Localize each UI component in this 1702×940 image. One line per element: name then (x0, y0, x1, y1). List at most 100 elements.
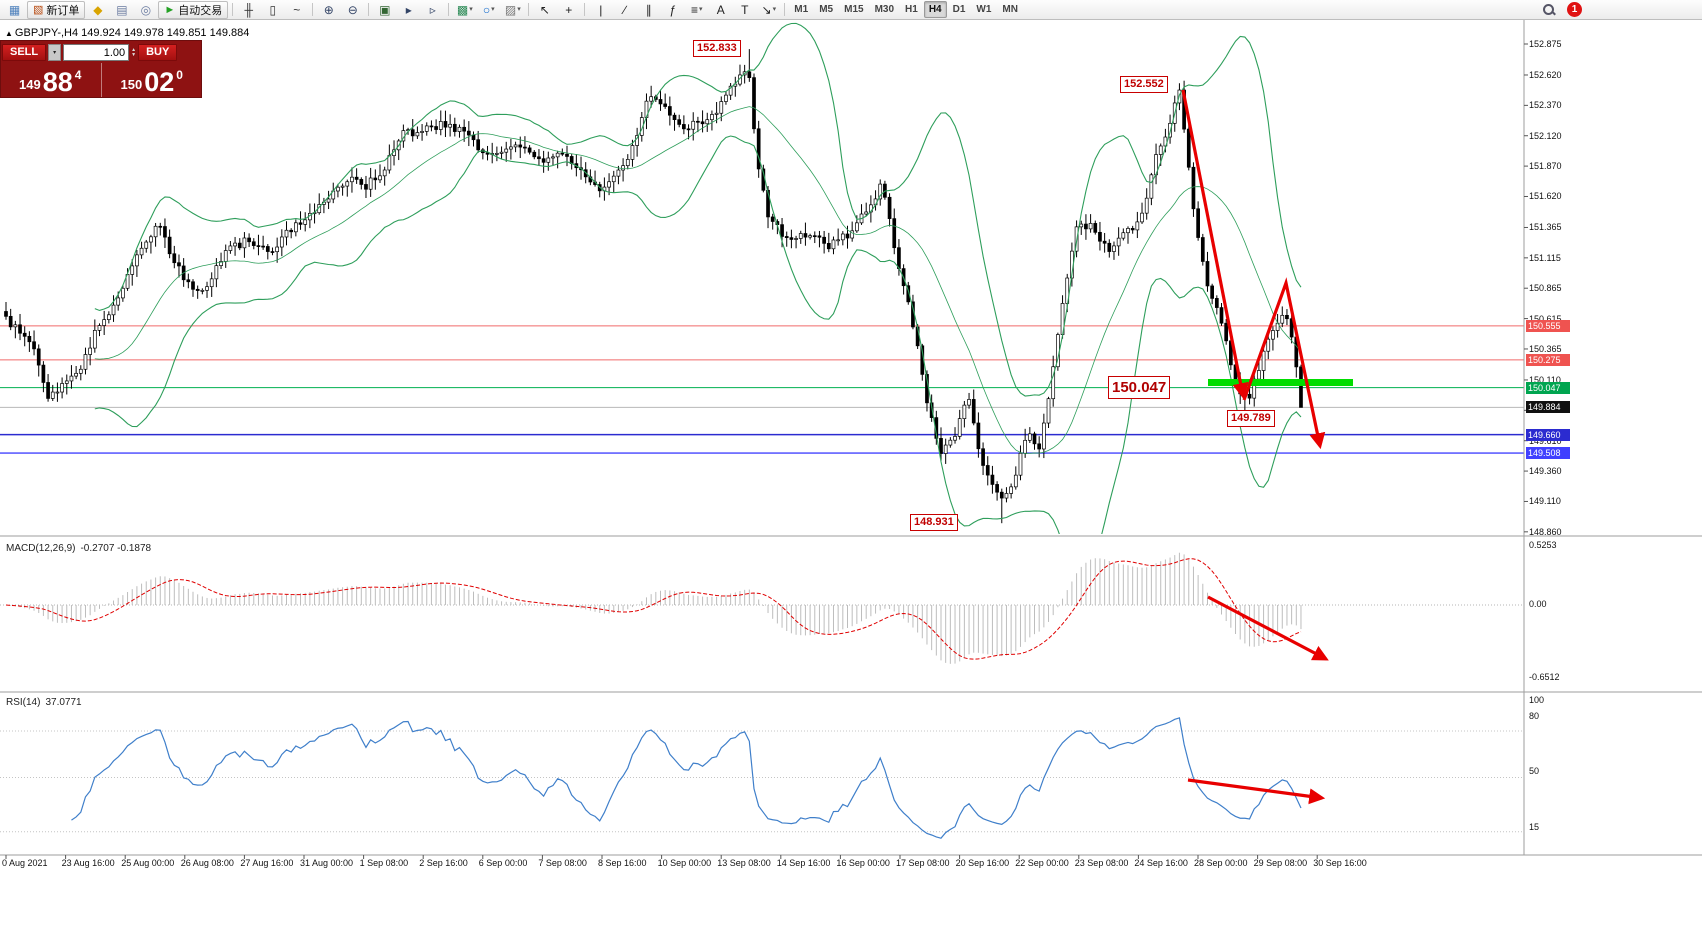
timeframe-button-mn[interactable]: MN (1002, 4, 1018, 15)
date-label: 10 Sep 00:00 (657, 858, 712, 868)
timeframe-button-h4[interactable]: H4 (923, 1, 947, 18)
buy-button[interactable]: BUY (138, 44, 178, 61)
ask-price-display: 150 02 0 (102, 63, 203, 97)
symbol-info-bar: ▲ GBPJPY-,H4 149.924 149.978 149.851 149.… (5, 27, 249, 39)
price-label-148931[interactable]: 148.931 (910, 514, 958, 531)
date-label: 26 Aug 08:00 (180, 858, 234, 868)
main-toolbar: ▦ ▧ 新订单 ◆ ▤ ◎ ► 自动交易 ╫ ▯ ~ ⊕ ⊖ ▣ ▸ ▹ ▩ ▾ ○ ▾ ▨ ▾ ↖ + | ∕ ∥ ƒ ≡ ▾ A T ↘ ▾ M… (0, 0, 1702, 20)
ask-big: 02 (144, 66, 175, 97)
price-badge: 149.508 (1526, 447, 1570, 460)
date-label: 14 Sep 16:00 (776, 858, 831, 868)
vertical-line-icon[interactable]: | (599, 2, 603, 17)
shapes-icon[interactable]: ≡ ▾ (691, 2, 703, 17)
order-type-dropdown[interactable]: ▾ (48, 44, 62, 61)
macd-scale-label: 0.5253 (1529, 540, 1557, 550)
bollinger-middle (94, 106, 1302, 455)
templates-icon[interactable]: ▨ ▾ (504, 2, 521, 17)
price-tick-label: 148.860 (1529, 526, 1562, 537)
channel-icon[interactable]: ∥ (645, 2, 652, 17)
volume-stepper[interactable]: ▲ ▼ (131, 46, 137, 58)
cycles-icon[interactable]: ○ ▾ (482, 2, 495, 17)
volume-input[interactable]: 1.00 (63, 44, 130, 61)
price-badge: 150.555 (1526, 319, 1570, 332)
candlestick-chart-icon[interactable]: ▯ (269, 2, 277, 17)
date-label: 31 Aug 00:00 (300, 858, 354, 868)
price-tick-label: 152.875 (1529, 39, 1562, 49)
price-tick-label: 151.620 (1529, 191, 1562, 202)
date-label: 20 Sep 16:00 (955, 858, 1010, 868)
price-label-152552[interactable]: 152.552 (1120, 76, 1168, 93)
new-order-button[interactable]: ▧ 新订单 (27, 0, 86, 19)
rsi-scale-label: 100 (1529, 695, 1545, 705)
price-badge: 150.275 (1526, 353, 1570, 366)
cursor-icon[interactable]: ↖ (539, 2, 550, 17)
trend-arrows-layer[interactable] (1181, 89, 1329, 805)
trendline-icon[interactable]: ∕ (623, 2, 626, 17)
timeframe-button-m5[interactable]: M5 (819, 4, 834, 15)
symbol-ohlc-text: GBPJPY-,H4 149.924 149.978 149.851 149.8… (14, 27, 250, 39)
search-icon[interactable] (1537, 1, 1560, 19)
notification-badge[interactable]: 1 (1567, 2, 1582, 17)
zoom-in-icon[interactable]: ⊕ (323, 2, 334, 17)
bid-big: 88 (42, 66, 73, 97)
price-tick-label: 152.620 (1529, 69, 1562, 80)
price-tick-label: 149.110 (1529, 496, 1561, 507)
arrows-tool-icon[interactable]: ↘ ▾ (761, 2, 777, 17)
crosshair-icon[interactable]: + (565, 2, 573, 17)
bollinger-upper (94, 22, 1302, 397)
alerts-icon[interactable]: ◆ (93, 2, 103, 17)
date-label: 13 Sep 08:00 (717, 858, 771, 868)
date-label: 0 Aug 2021 (2, 858, 48, 868)
label-icon[interactable]: T (741, 2, 749, 17)
bid-prefix: 149 (19, 77, 41, 92)
chart-shift-icon[interactable]: ▹ (429, 2, 436, 17)
data-window-icon[interactable]: ◎ (140, 2, 152, 17)
price-label-149789[interactable]: 149.789 (1227, 410, 1275, 427)
bar-chart-icon[interactable]: ╫ (244, 2, 254, 17)
price-tick-label: 151.115 (1529, 252, 1561, 263)
timeframe-button-d1[interactable]: D1 (952, 4, 966, 15)
text-icon[interactable]: A (716, 2, 725, 17)
price-tick-label: 150.110 (1529, 374, 1561, 385)
green-support-bar[interactable] (1208, 379, 1353, 386)
date-label: 30 Sep 16:00 (1313, 858, 1367, 868)
sell-button[interactable]: SELL (2, 44, 47, 61)
date-label: 22 Sep 00:00 (1015, 858, 1069, 868)
macd-trend-arrow (1207, 595, 1329, 661)
date-label: 28 Sep 00:00 (1194, 858, 1248, 868)
macd-signal-line (5, 558, 1302, 660)
new-chart-icon[interactable]: ▩ ▾ (456, 2, 473, 17)
timeframe-button-m15[interactable]: M15 (844, 4, 864, 15)
bid-price-display: 149 88 4 (0, 63, 102, 97)
price-badge: 149.884 (1526, 401, 1570, 414)
price-badge: 149.660 (1526, 428, 1570, 441)
macd-indicator-label: MACD(12,26,9) -0.2707 -0.1878 (6, 543, 152, 554)
date-label: 8 Sep 16:00 (598, 858, 647, 868)
rsi-scale-label: 15 (1529, 822, 1540, 832)
price-label-150047[interactable]: 150.047 (1108, 376, 1171, 399)
ask-sup: 0 (176, 68, 183, 82)
chart-window-icon[interactable]: ▦ (8, 2, 21, 17)
rsi-layer (0, 717, 1524, 839)
line-chart-icon[interactable]: ~ (293, 2, 301, 17)
macd-scale-label: -0.6512 (1529, 672, 1560, 682)
market-watch-icon[interactable]: ▤ (116, 2, 128, 17)
date-label: 2 Sep 16:00 (419, 858, 468, 868)
price-zigzag-arrow (1242, 277, 1326, 450)
zoom-out-icon[interactable]: ⊖ (347, 2, 358, 17)
auto-scroll-icon[interactable]: ▸ (405, 2, 412, 17)
timeframe-button-h1[interactable]: H1 (905, 4, 918, 15)
auto-trading-button[interactable]: ► 自动交易 (158, 0, 229, 19)
bollinger-lower (94, 135, 1302, 534)
tile-windows-icon[interactable]: ▣ (379, 2, 391, 17)
timeframe-button-w1[interactable]: W1 (976, 4, 992, 15)
fibonacci-icon[interactable]: ƒ (669, 2, 677, 17)
timeframe-button-m30[interactable]: M30 (874, 4, 895, 15)
price-tick-label: 149.360 (1529, 466, 1562, 477)
date-label: 7 Sep 08:00 (538, 858, 587, 868)
date-label: 17 Sep 08:00 (896, 858, 950, 868)
timeframe-button-m1[interactable]: M1 (794, 4, 809, 15)
price-label-152833[interactable]: 152.833 (693, 40, 741, 57)
